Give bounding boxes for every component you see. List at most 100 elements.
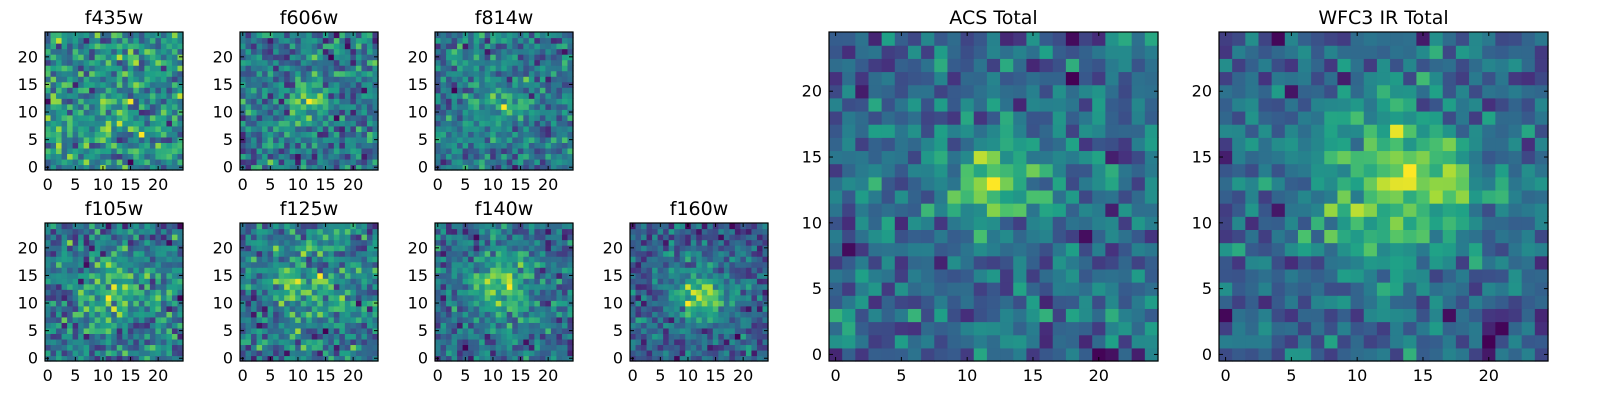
heatmap-cell [973,203,988,217]
heatmap-cell [495,283,502,290]
heatmap-cell [762,223,769,230]
heatmap-cell [306,349,313,357]
heatmap-cell [707,289,714,296]
x-tick-label: 10 [678,366,698,385]
heatmap-cell [138,294,145,301]
heatmap-cell [94,136,101,143]
heatmap-cell [111,327,118,334]
heatmap-cell [278,76,285,83]
heatmap-cell [440,158,447,166]
heatmap-cell [267,65,274,72]
heatmap-cell [517,333,524,340]
heatmap-cell [512,245,519,252]
heatmap-cell [317,142,324,149]
heatmap-cell [1079,268,1093,283]
heatmap-cell [50,278,57,285]
heatmap-cell [762,305,769,312]
heatmap-cell [652,256,659,263]
heatmap-cell [986,216,1001,230]
heatmap-cell [894,150,909,165]
heatmap-cell [322,59,329,66]
heatmap-cell [462,92,469,99]
heatmap-cell [116,333,123,340]
heatmap-cell [630,311,637,318]
heatmap-cell [894,216,909,230]
heatmap-cell [45,59,52,66]
heatmap-cell [517,256,524,263]
heatmap-cell [528,278,535,285]
heatmap-cell [740,349,747,357]
heatmap-cell [630,294,637,301]
heatmap-cell [295,261,302,268]
heatmap-cell [94,142,101,149]
heatmap-cell [668,305,675,312]
heatmap-cell [1052,203,1067,217]
heatmap-cell [171,327,179,334]
heatmap-cell [663,228,670,235]
heatmap-cell [723,289,730,296]
heatmap-cell [473,114,480,121]
heatmap-cell [78,272,85,279]
heatmap-cell [100,131,107,138]
heatmap-cell [295,245,302,252]
heatmap-cell [679,283,686,290]
heatmap-cell [339,164,346,171]
heatmap-cell [451,103,458,110]
heatmap-cell [339,136,346,143]
heatmap-cell [635,267,642,274]
heatmap-cell [462,267,469,274]
heatmap-cell [245,59,252,66]
heatmap-cell [490,142,497,149]
heatmap-cell [468,289,475,296]
heatmap-cell [473,54,480,61]
heatmap-cell [350,142,357,149]
heatmap-cell [729,322,736,329]
heatmap-cell [484,349,491,357]
heatmap-cell [523,98,530,105]
heatmap-cell [506,125,513,132]
heatmap-cell [501,54,508,61]
heatmap-cell [333,322,340,329]
heatmap-cell [256,142,263,149]
heatmap-cell [701,272,708,279]
heatmap-cell [333,48,340,55]
heatmap-cell [1052,295,1067,309]
heatmap-cell [328,327,335,334]
heatmap-cell [539,32,546,39]
heatmap-cell [289,333,296,340]
heatmap-cell [256,311,263,318]
heatmap-cell [256,59,263,66]
heatmap-cell [740,228,747,235]
heatmap-cell [523,153,530,160]
heatmap-cell [311,344,318,351]
heatmap-cell [300,92,307,99]
x-tick-label: 20 [148,175,168,194]
heatmap-cell [484,120,491,127]
heatmap-cell [78,283,85,290]
heatmap-cell [311,32,318,39]
heatmap-cell [657,316,664,323]
heatmap-cell [751,223,758,230]
heatmap-cell [630,338,637,346]
heatmap-cell [105,76,112,83]
heatmap-cell [267,344,274,351]
heatmap-cell [171,245,179,252]
heatmap-cell [50,338,57,346]
heatmap-cell [94,283,101,290]
heatmap-cell [881,321,896,336]
heatmap-cell [366,261,374,268]
heatmap-cell [300,164,307,171]
heatmap-cell [712,333,719,340]
heatmap-cell [317,37,324,44]
heatmap-cell [1118,295,1133,309]
heatmap-cell [523,228,530,235]
heatmap-cell [561,223,569,230]
heatmap-cell [100,239,107,246]
heatmap-cell [144,283,151,290]
heatmap-cell [556,294,563,301]
heatmap-cell [251,125,258,132]
heatmap-cell [160,147,168,155]
heatmap-cell [355,239,363,246]
heatmap-cell [72,65,79,72]
heatmap-cell [149,147,156,155]
